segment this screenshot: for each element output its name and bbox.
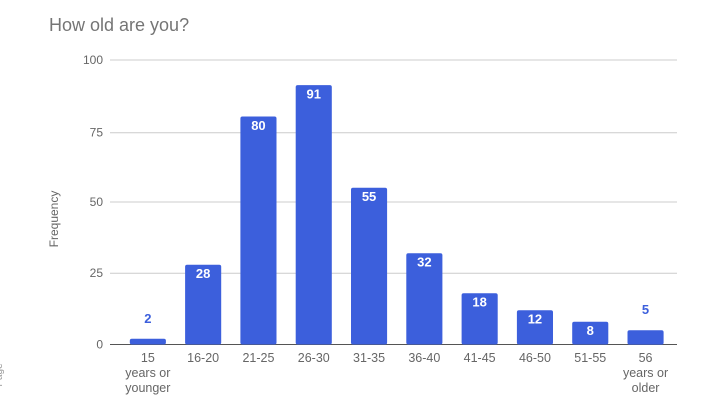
svg-text:41-45: 41-45: [464, 351, 496, 365]
svg-text:16-20: 16-20: [187, 351, 219, 365]
svg-text:years or: years or: [623, 366, 668, 380]
svg-text:18: 18: [472, 295, 486, 310]
svg-text:32: 32: [417, 255, 431, 270]
svg-text:36-40: 36-40: [408, 351, 440, 365]
svg-text:50: 50: [90, 195, 104, 209]
svg-text:8: 8: [587, 323, 594, 338]
svg-text:31-35: 31-35: [353, 351, 385, 365]
svg-text:100: 100: [83, 53, 103, 67]
svg-text:21-25: 21-25: [242, 351, 274, 365]
svg-text:25: 25: [90, 266, 104, 280]
svg-text:51-55: 51-55: [574, 351, 606, 365]
svg-text:years or: years or: [125, 366, 170, 380]
svg-text:15: 15: [141, 351, 155, 365]
svg-text:56: 56: [639, 351, 653, 365]
svg-text:0: 0: [96, 338, 103, 352]
svg-text:12: 12: [528, 312, 542, 327]
svg-text:younger: younger: [125, 381, 170, 395]
svg-text:80: 80: [251, 118, 265, 133]
svg-text:26-30: 26-30: [298, 351, 330, 365]
svg-text:91: 91: [307, 86, 321, 101]
svg-text:46-50: 46-50: [519, 351, 551, 365]
svg-text:5: 5: [642, 302, 649, 317]
svg-text:older: older: [632, 381, 660, 395]
svg-text:55: 55: [362, 189, 376, 204]
svg-text:75: 75: [90, 126, 104, 140]
svg-text:Frequency: Frequency: [47, 191, 61, 248]
svg-text:Page: Page: [0, 363, 5, 387]
svg-text:28: 28: [196, 266, 210, 281]
svg-text:2: 2: [144, 311, 151, 326]
